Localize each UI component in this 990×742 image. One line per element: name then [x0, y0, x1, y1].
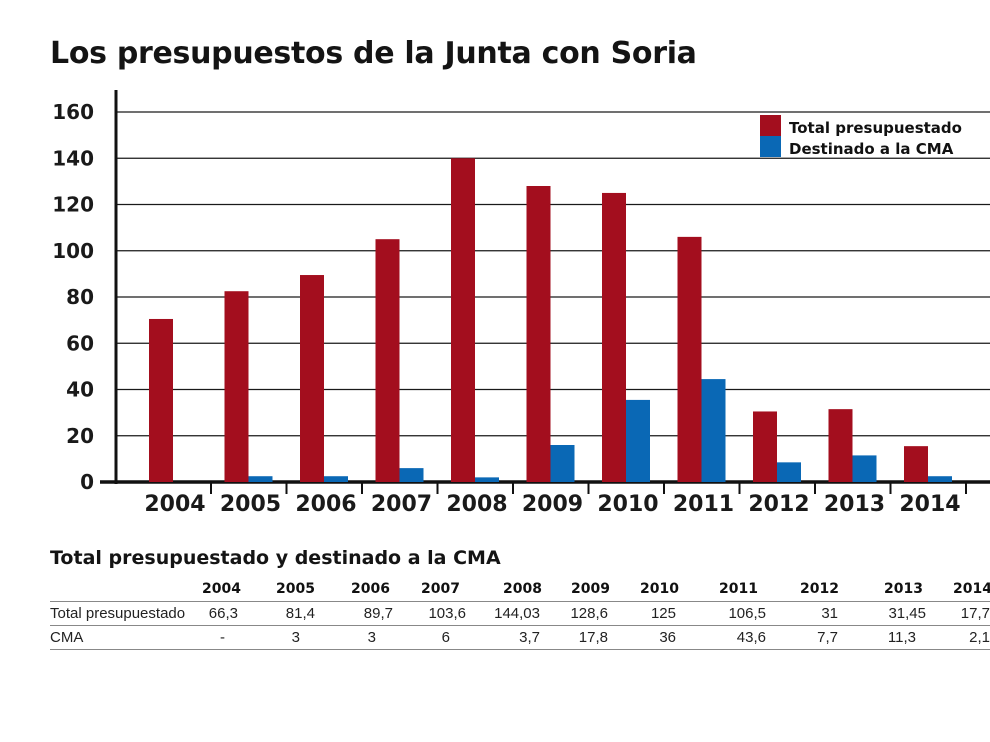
bar-total [602, 192, 626, 482]
x-tick-label: 2007 [371, 492, 432, 517]
bar-cma [550, 445, 575, 482]
y-tick-label: 140 [52, 146, 94, 170]
x-tick-label: 2012 [748, 492, 809, 517]
y-tick-label: 80 [66, 285, 94, 309]
y-tick-label: 40 [66, 378, 94, 402]
table-cell: 7,7 [817, 629, 838, 646]
bar-cma [324, 476, 348, 482]
bar-total [300, 275, 324, 482]
table-header-row: 2004 2005 2006 2007 2008 2009 2010 2011 … [50, 578, 990, 601]
header-year: 2010 [640, 581, 679, 597]
table-cell: 125 [650, 605, 676, 622]
table-title: Total presupuestado y destinado a la CMA [50, 547, 501, 569]
table-cell: 17,8 [578, 629, 608, 646]
header-year: 2004 [202, 581, 241, 597]
y-tick-label: 60 [66, 331, 94, 355]
table-cell: 81,4 [285, 605, 315, 622]
table-cell: 11,3 [887, 629, 916, 646]
x-tick-label: 2010 [597, 492, 658, 517]
header-year: 2006 [351, 581, 390, 597]
bar-cma [475, 477, 499, 482]
y-tick-label: 120 [52, 193, 94, 217]
table-cell: 43,6 [736, 629, 766, 646]
table-cell: 106,5 [728, 605, 766, 622]
y-tick-label: 20 [66, 424, 94, 448]
bar-total [904, 446, 928, 482]
table-cell: 128,6 [570, 605, 608, 622]
bar-cma [852, 455, 877, 482]
legend-swatch-cma [760, 136, 781, 157]
bar-cma [399, 468, 424, 482]
table-cell: 3 [367, 629, 376, 646]
table-cell: 31 [821, 605, 838, 622]
bar-total [224, 291, 249, 482]
x-tick-label: 2014 [899, 492, 960, 517]
bar-total [526, 186, 551, 482]
table-cell: - [220, 629, 225, 646]
bar-cma [701, 379, 726, 482]
y-tick-label: 0 [80, 470, 94, 494]
header-year: 2012 [800, 581, 839, 597]
x-tick-label: 2008 [446, 492, 507, 517]
table-cell: 6 [441, 629, 450, 646]
table-cell: 17,7 [960, 605, 990, 622]
bar-total [451, 158, 475, 482]
row-label: CMA [50, 629, 84, 646]
bar-total [375, 239, 400, 482]
table-row-cma: CMA - 3 3 6 3,7 17,8 36 43,6 7,7 11,3 2,… [50, 625, 990, 650]
bar-chart: 0 20 40 60 80 100 120 140 160 2004 2005 2006 2007 200… [52, 90, 990, 517]
x-tick-label: 2005 [220, 492, 281, 517]
bar-cma [626, 399, 650, 482]
x-tick-label: 2004 [144, 492, 205, 517]
bar-total [753, 411, 777, 482]
header-year: 2011 [719, 581, 758, 597]
table-cell: 103,6 [428, 605, 466, 622]
y-tick-label: 100 [52, 239, 94, 263]
header-year: 2013 [884, 581, 923, 597]
legend-label-total: Total presupuestado [789, 119, 962, 137]
chart-title: Los presupuestos de la Junta con Soria [50, 36, 697, 71]
bar-total [677, 236, 702, 482]
legend-swatch-total [760, 115, 781, 136]
header-year: 2008 [503, 581, 542, 597]
y-tick-label: 160 [52, 100, 94, 124]
table-row-total: Total presupuestado 66,3 81,4 89,7 103,6… [50, 601, 990, 625]
header-year: 2014 [953, 581, 990, 597]
bar-total [149, 318, 173, 482]
table-cell: 31,45 [888, 605, 926, 622]
table-cell: 36 [659, 629, 676, 646]
x-tick-label: 2013 [824, 492, 885, 517]
header-year: 2009 [571, 581, 610, 597]
bar-total [828, 409, 853, 482]
data-table: 2004 2005 2006 2007 2008 2009 2010 2011 … [50, 578, 990, 650]
row-label: Total presupuestado [50, 605, 186, 622]
table-cell: 3 [291, 629, 300, 646]
table-cell: 2,1 [969, 629, 990, 646]
header-year: 2007 [421, 581, 460, 597]
legend-label-cma: Destinado a la CMA [789, 140, 954, 158]
table-cell: 3,7 [519, 629, 540, 646]
bar-cma [928, 476, 952, 482]
header-year: 2005 [276, 581, 315, 597]
bar-cma [248, 476, 273, 482]
bar-cma [777, 462, 801, 482]
x-tick-label: 2011 [673, 492, 734, 517]
x-tick-label: 2006 [295, 492, 356, 517]
x-tick-label: 2009 [522, 492, 583, 517]
table-cell: 66,3 [208, 605, 238, 622]
table-cell: 144,03 [494, 605, 540, 622]
table-cell: 89,7 [363, 605, 393, 622]
